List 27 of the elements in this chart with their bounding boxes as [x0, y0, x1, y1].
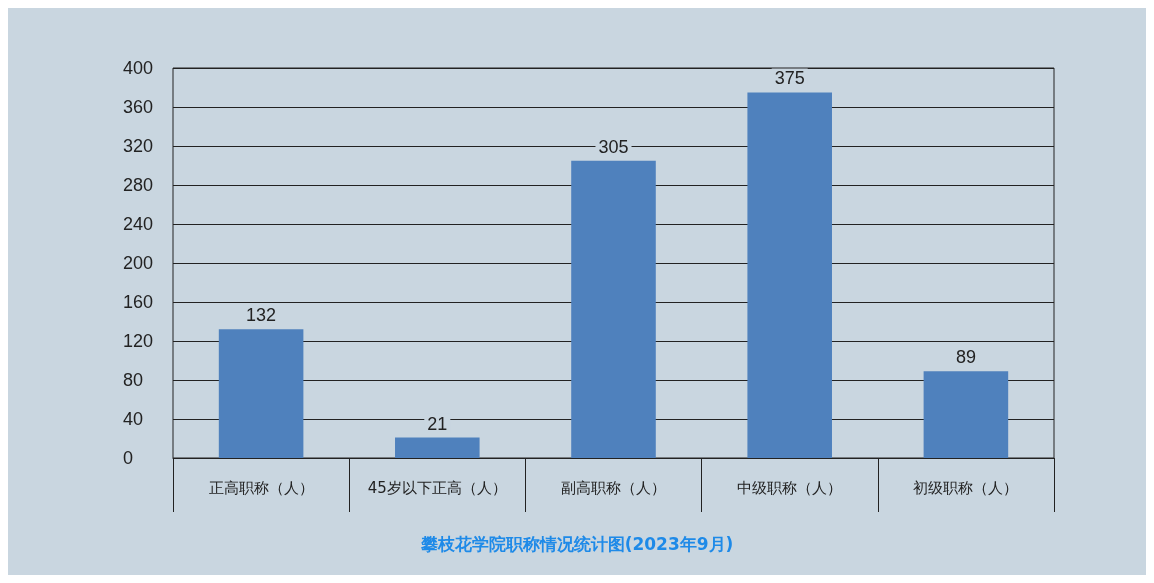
data-label: 132 [246, 305, 277, 326]
text: 攀枝花学院职称情况统计图(2023年9月) [419, 533, 734, 554]
bar [571, 160, 656, 458]
data-label: 89 [955, 347, 976, 368]
bar [923, 371, 1009, 458]
x-tick-label: 副高职称（人） [561, 478, 666, 497]
bar [218, 329, 304, 458]
y-tick-label: 280 [123, 175, 154, 195]
y-tick-label: 40 [123, 409, 144, 429]
x-tick-label: 中级职称（人） [737, 478, 843, 497]
x-tick-label: 45岁以下正高（人） [367, 478, 507, 497]
y-tick-label: 80 [123, 370, 144, 390]
y-tick-label: 0 [123, 448, 134, 468]
data-label: 305 [598, 136, 629, 157]
x-tick-label: 初级职称（人） [913, 478, 1019, 497]
y-tick-label: 400 [123, 58, 154, 78]
y-tick-label: 200 [123, 253, 154, 273]
y-tick-label: 160 [123, 292, 154, 312]
y-tick-label: 320 [123, 136, 154, 156]
y-tick-label: 240 [123, 214, 154, 234]
y-tick-label: 360 [123, 97, 154, 117]
data-label: 375 [774, 68, 805, 89]
bar [747, 92, 832, 458]
x-tick-label: 正高职称（人） [208, 478, 314, 497]
data-label: 21 [427, 413, 448, 434]
y-tick-label: 120 [123, 331, 154, 351]
bar [395, 437, 480, 458]
